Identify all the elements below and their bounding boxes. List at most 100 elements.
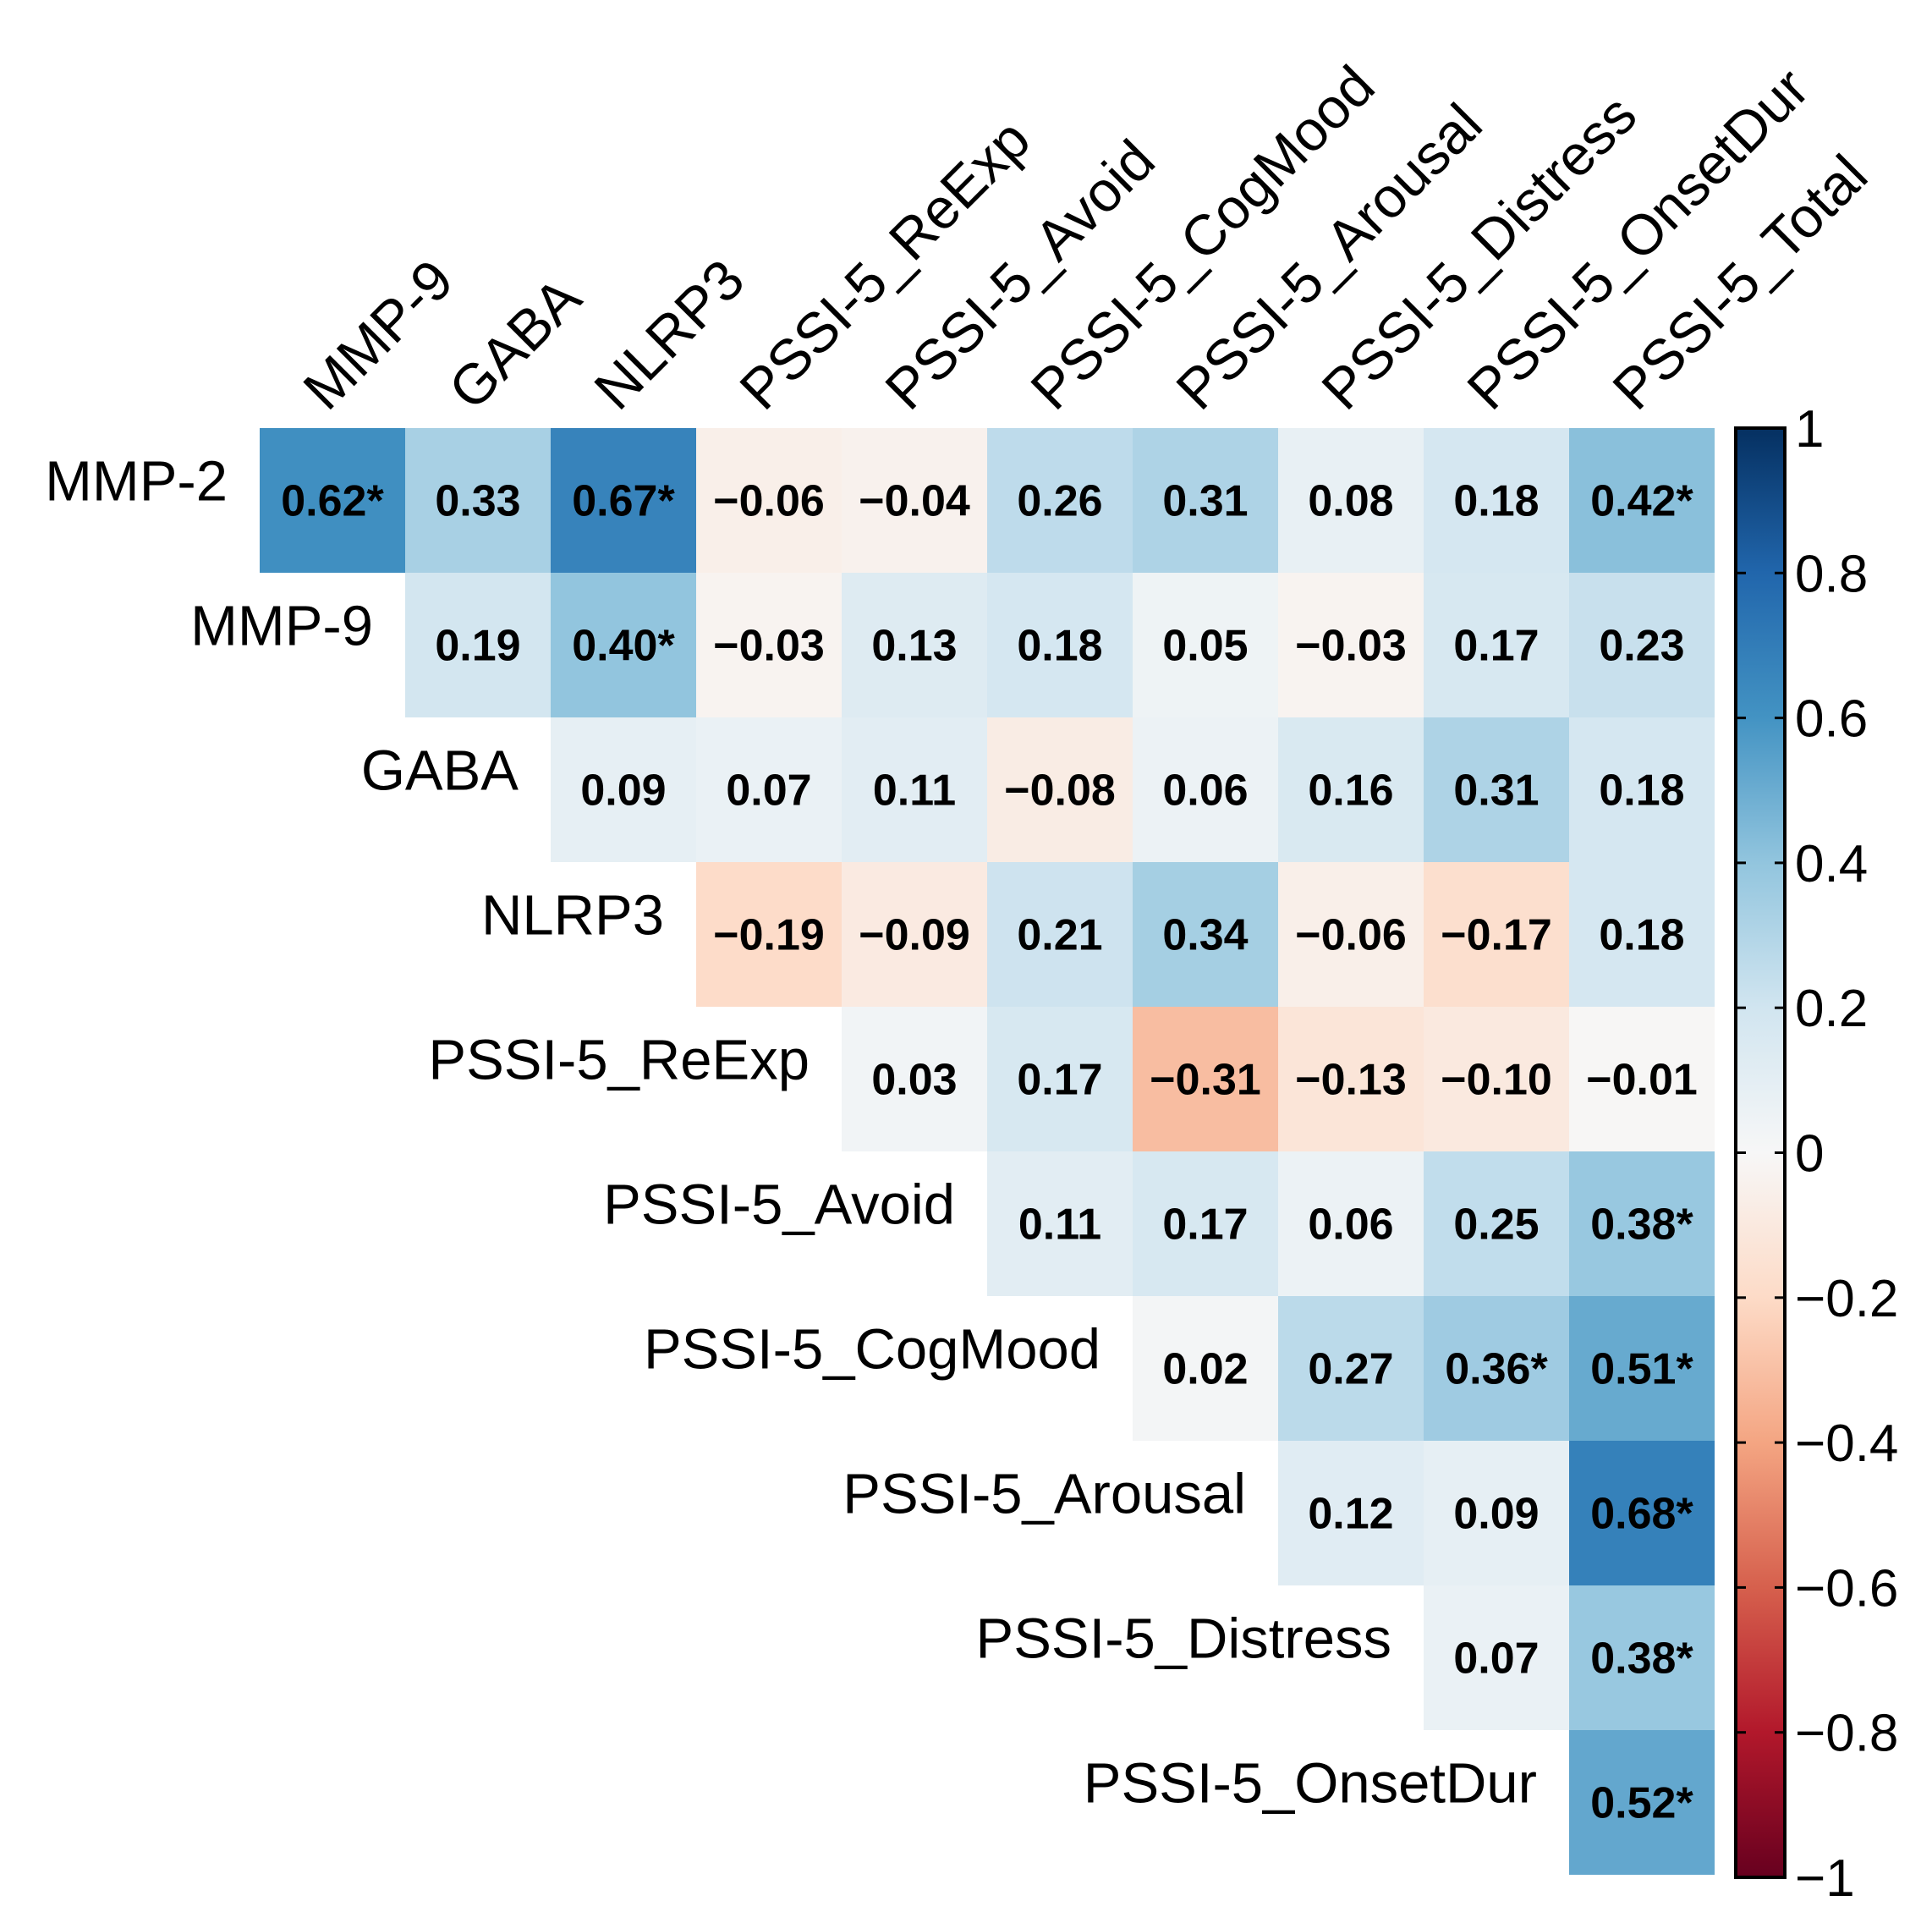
cell-label-gaba-pssi-5-reexp: 0.07 <box>726 766 811 816</box>
row-label-gaba: GABA <box>361 739 519 803</box>
cell-mmp-2-pssi-5-avoid <box>842 428 987 573</box>
cell-label-pssi-5-arousal-pssi-5-distress: 0.12 <box>1308 1490 1393 1539</box>
cell-nlrp3-pssi-5-cogmood <box>987 862 1133 1007</box>
cell-mmp-2-pssi-5-onsetdur <box>1424 428 1569 573</box>
cell-label-pssi-5-avoid-pssi-5-arousal: 0.17 <box>1162 1201 1248 1250</box>
cell-pssi-5-reexp-pssi-5-arousal <box>1133 1007 1278 1151</box>
cell-label-pssi-5-cogmood-pssi-5-onsetdur: 0.36* <box>1445 1345 1548 1394</box>
cell-mmp-2-pssi-5-cogmood <box>987 428 1133 573</box>
row-labels: MMP-2 MMP-9 GABA NLRP3 PSSI-5_ReExp PSSI-5_Av… <box>45 450 1537 1816</box>
colorbar-tick-label: 0 <box>1795 1125 1824 1184</box>
cell-gaba-pssi-5-arousal <box>1133 717 1278 862</box>
cell-mmp-9-pssi-5-arousal <box>1133 573 1278 717</box>
row-label-pssi-5-arousal: PSSI-5_Arousal <box>843 1463 1246 1526</box>
column-label-pssi-5-total: PSSI-5_Total <box>1601 143 1880 422</box>
cell-pssi-5-reexp-pssi-5-onsetdur <box>1424 1007 1569 1151</box>
cell-label-mmp-9-pssi-5-avoid: 0.13 <box>871 622 957 671</box>
cell-label-mmp-2-pssi-5-cogmood: 0.26 <box>1017 477 1102 526</box>
cell-nlrp3-pssi-5-onsetdur <box>1424 862 1569 1007</box>
cell-gaba-pssi-5-distress <box>1278 717 1424 862</box>
colorbar: 1 0.8 0.6 0.4 0.2 0 −0.2 −0.4 −0.6 −0.8 −1 <box>1734 400 1898 1908</box>
cell-nlrp3-pssi-5-distress <box>1278 862 1424 1007</box>
colorbar-tick-label: −1 <box>1795 1849 1855 1908</box>
cell-label-pssi-5-avoid-pssi-5-distress: 0.06 <box>1308 1201 1393 1250</box>
cell-mmp-2-pssi-5-arousal <box>1133 428 1278 573</box>
cell-label-pssi-5-arousal-pssi-5-total: 0.68* <box>1590 1490 1693 1539</box>
cell-pssi-5-avoid-pssi-5-cogmood <box>987 1151 1133 1296</box>
cell-pssi-5-distress-pssi-5-onsetdur <box>1424 1585 1569 1730</box>
cell-mmp-2-mmp-9 <box>260 428 405 573</box>
cell-mmp-2-pssi-5-total <box>1569 428 1715 573</box>
cell-label-mmp-9-pssi-5-onsetdur: 0.17 <box>1453 622 1539 671</box>
cell-mmp-9-gaba <box>405 573 551 717</box>
cell-label-pssi-5-distress-pssi-5-total: 0.38* <box>1590 1635 1693 1684</box>
cell-label-pssi-5-avoid-pssi-5-total: 0.38* <box>1590 1201 1693 1250</box>
row-label-mmp-9: MMP-9 <box>190 595 373 658</box>
cell-nlrp3-pssi-5-reexp <box>696 862 842 1007</box>
cell-mmp-9-pssi-5-reexp <box>696 573 842 717</box>
cell-label-pssi-5-reexp-pssi-5-total: −0.01 <box>1586 1056 1698 1105</box>
cell-label-gaba-pssi-5-onsetdur: 0.31 <box>1453 766 1539 816</box>
cell-label-mmp-9-pssi-5-cogmood: 0.18 <box>1017 622 1102 671</box>
colorbar-tick-label: −0.6 <box>1795 1559 1898 1618</box>
colorbar-tick-label: −0.2 <box>1795 1270 1898 1328</box>
row-label-pssi-5-distress: PSSI-5_Distress <box>976 1607 1391 1671</box>
cell-pssi-5-reexp-pssi-5-cogmood <box>987 1007 1133 1151</box>
cell-mmp-9-pssi-5-total <box>1569 573 1715 717</box>
cell-label-pssi-5-reexp-pssi-5-cogmood: 0.17 <box>1017 1056 1102 1105</box>
cell-nlrp3-pssi-5-avoid <box>842 862 987 1007</box>
cell-pssi-5-cogmood-pssi-5-onsetdur <box>1424 1296 1569 1441</box>
cell-mmp-9-pssi-5-cogmood <box>987 573 1133 717</box>
cell-pssi-5-avoid-pssi-5-onsetdur <box>1424 1151 1569 1296</box>
cell-label-mmp-2-nlrp3: 0.67* <box>572 477 675 526</box>
cell-gaba-pssi-5-onsetdur <box>1424 717 1569 862</box>
cell-label-pssi-5-cogmood-pssi-5-arousal: 0.02 <box>1162 1345 1248 1394</box>
cell-label-pssi-5-reexp-pssi-5-onsetdur: −0.10 <box>1441 1056 1552 1105</box>
colorbar-tick-label: −0.4 <box>1795 1415 1898 1473</box>
row-label-pssi-5-avoid: PSSI-5_Avoid <box>603 1173 955 1237</box>
colorbar-tick-label: 0.2 <box>1795 980 1868 1038</box>
cell-label-pssi-5-cogmood-pssi-5-total: 0.51* <box>1590 1345 1693 1394</box>
cell-label-pssi-5-arousal-pssi-5-onsetdur: 0.09 <box>1453 1490 1539 1539</box>
cell-label-mmp-2-mmp-9: 0.62* <box>281 477 384 526</box>
cell-label-mmp-9-gaba: 0.19 <box>435 622 520 671</box>
cell-label-gaba-pssi-5-distress: 0.16 <box>1308 766 1393 816</box>
cell-label-mmp-9-pssi-5-reexp: −0.03 <box>713 622 825 671</box>
cell-label-nlrp3-pssi-5-total: 0.18 <box>1599 911 1684 960</box>
cell-label-gaba-pssi-5-cogmood: −0.08 <box>1004 766 1116 816</box>
column-labels: MMP-9GABANLRP3PSSI-5_ReExpPSSI-5_AvoidPS… <box>292 54 1880 422</box>
cell-label-nlrp3-pssi-5-cogmood: 0.21 <box>1017 911 1102 960</box>
cell-pssi-5-arousal-pssi-5-onsetdur <box>1424 1441 1569 1585</box>
cell-pssi-5-cogmood-pssi-5-distress <box>1278 1296 1424 1441</box>
cell-label-gaba-pssi-5-avoid: 0.11 <box>873 766 956 816</box>
cell-label-nlrp3-pssi-5-onsetdur: −0.17 <box>1441 911 1552 960</box>
cell-mmp-9-pssi-5-onsetdur <box>1424 573 1569 717</box>
cell-gaba-pssi-5-cogmood <box>987 717 1133 862</box>
cell-pssi-5-avoid-pssi-5-total <box>1569 1151 1715 1296</box>
cell-label-nlrp3-pssi-5-distress: −0.06 <box>1295 911 1407 960</box>
cell-mmp-9-pssi-5-distress <box>1278 573 1424 717</box>
colorbar-tick-label: 1 <box>1795 400 1824 459</box>
cell-gaba-pssi-5-reexp <box>696 717 842 862</box>
cell-pssi-5-reexp-pssi-5-total <box>1569 1007 1715 1151</box>
cell-label-mmp-9-pssi-5-total: 0.23 <box>1599 622 1684 671</box>
colorbar-tick-label: 0.8 <box>1795 545 1868 603</box>
cell-pssi-5-onsetdur-pssi-5-total <box>1569 1730 1715 1875</box>
row-label-nlrp3: NLRP3 <box>481 884 664 948</box>
cell-label-mmp-9-pssi-5-arousal: 0.05 <box>1162 622 1248 671</box>
cell-label-gaba-nlrp3: 0.09 <box>580 766 666 816</box>
cell-mmp-2-nlrp3 <box>551 428 696 573</box>
cell-mmp-9-nlrp3 <box>551 573 696 717</box>
cell-label-mmp-2-pssi-5-distress: 0.08 <box>1308 477 1393 526</box>
cell-mmp-9-pssi-5-avoid <box>842 573 987 717</box>
row-label-pssi-5-cogmood: PSSI-5_CogMood <box>644 1318 1100 1382</box>
cell-pssi-5-avoid-pssi-5-arousal <box>1133 1151 1278 1296</box>
cell-label-mmp-9-pssi-5-distress: −0.03 <box>1295 622 1407 671</box>
column-label-nlrp3: NLRP3 <box>583 248 757 422</box>
cell-pssi-5-reexp-pssi-5-avoid <box>842 1007 987 1151</box>
cell-label-pssi-5-reexp-pssi-5-distress: −0.13 <box>1295 1056 1407 1105</box>
cell-label-mmp-2-pssi-5-total: 0.42* <box>1590 477 1693 526</box>
cell-label-nlrp3-pssi-5-arousal: 0.34 <box>1162 911 1248 960</box>
cell-label-pssi-5-onsetdur-pssi-5-total: 0.52* <box>1590 1779 1693 1828</box>
cell-mmp-2-pssi-5-distress <box>1278 428 1424 573</box>
